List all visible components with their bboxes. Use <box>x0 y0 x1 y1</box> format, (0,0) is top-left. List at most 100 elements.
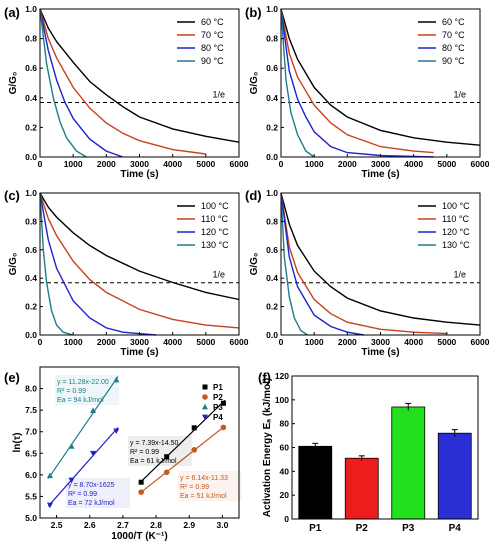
y-tick-label: 8.0 <box>25 384 37 394</box>
y-tick-label: 0.8 <box>266 34 278 44</box>
series-line <box>39 192 240 301</box>
x-tick-label: 2.7 <box>117 520 129 530</box>
series-line <box>280 192 447 335</box>
data-point <box>220 400 226 406</box>
series-line <box>39 8 206 155</box>
y-axis-label: G/G₀ <box>249 253 260 276</box>
legend-entry: 90 °C <box>442 56 465 66</box>
x-axis-label: Time (s) <box>120 169 158 180</box>
fit-r2: R² = 0.99 <box>68 491 97 498</box>
x-tick-label: 6000 <box>230 337 249 347</box>
x-tick-label: 5000 <box>437 159 456 169</box>
data-point <box>138 479 144 485</box>
data-point <box>68 443 75 449</box>
y-tick-label: 0.4 <box>25 93 37 103</box>
data-point <box>46 502 53 509</box>
x-tick-label: 2.9 <box>183 520 195 530</box>
legend-entry: 120 °C <box>201 227 229 237</box>
y-tick-label: 0 <box>284 514 289 524</box>
data-point <box>46 472 53 479</box>
series-line <box>280 8 434 154</box>
x-tick-label: 1000 <box>64 337 83 347</box>
y-tick-label: 0.8 <box>25 34 37 44</box>
fit-r2: R² = 0.99 <box>180 484 209 491</box>
y-tick-label: 0.4 <box>266 93 278 103</box>
x-tick-label: 2.8 <box>150 520 162 530</box>
x-tick-label: 6000 <box>471 159 490 169</box>
x-tick-label: P3 <box>402 523 415 534</box>
fit-line <box>47 376 119 479</box>
x-tick-label: P2 <box>356 523 369 534</box>
fit-equation: y = 6.14x-11.33 <box>180 475 228 482</box>
series-line <box>39 8 124 158</box>
x-tick-label: P1 <box>309 523 322 534</box>
legend-entry: 70 °C <box>201 30 224 40</box>
bar <box>298 445 333 520</box>
data-point <box>90 450 97 457</box>
data-point <box>68 477 75 484</box>
y-tick-label: 0.0 <box>266 152 278 162</box>
data-point <box>220 424 227 431</box>
bar <box>391 406 426 520</box>
y-tick-label: 5.0 <box>25 513 37 523</box>
y-tick-label: 0.2 <box>25 302 37 312</box>
y-tick-label: 1.0 <box>25 188 37 198</box>
data-point <box>164 454 170 460</box>
panel-c: (c) 1/e 0 1000 2000 3000 4000 5000 6000 0.0 0.2 0.4… <box>4 188 249 358</box>
fit-r2: R² = 0.99 <box>57 388 86 395</box>
y-axis-label: G/G₀ <box>8 72 19 95</box>
legend-entry: 100 °C <box>201 201 229 211</box>
x-tick-label: 4000 <box>404 159 423 169</box>
panel-b: (b) 1/e 0 1000 2000 3000 4000 5000 6000 0.0 0.2 0.4… <box>245 4 490 180</box>
y-tick-label: 0.4 <box>25 273 37 283</box>
x-tick-label: 0 <box>38 337 43 347</box>
series-line <box>39 192 74 336</box>
legend-marker <box>202 394 208 400</box>
x-tick-label: 3000 <box>371 159 390 169</box>
legend-marker <box>202 384 208 390</box>
data-point <box>163 469 170 476</box>
y-tick-label: 1.0 <box>25 4 37 14</box>
series-line <box>39 192 157 336</box>
fit-annotation-box <box>66 478 130 508</box>
panel-label: (c) <box>4 188 20 203</box>
fit-line <box>139 399 226 484</box>
fit-equation: y = 8.70x-1625 <box>68 482 115 489</box>
legend-entry: 70 °C <box>442 30 465 40</box>
x-tick-label: 2.6 <box>84 520 96 530</box>
fit-line <box>47 427 119 507</box>
data-point <box>113 428 120 435</box>
series-line <box>280 8 434 158</box>
x-tick-label: 0 <box>38 159 43 169</box>
x-tick-label: 5000 <box>196 159 215 169</box>
fit-annotation-box <box>128 436 192 466</box>
x-tick-label: 2000 <box>97 337 116 347</box>
legend-entry: 110 °C <box>201 214 228 224</box>
series-line <box>280 192 481 326</box>
y-tick-label: 0.6 <box>25 63 37 73</box>
legend-marker <box>202 414 208 421</box>
series-line <box>280 192 308 336</box>
data-point <box>191 447 198 453</box>
series-line <box>280 8 315 158</box>
legend-entry: P3 <box>213 403 223 412</box>
y-tick-label: 80 <box>280 419 290 429</box>
x-tick-label: 6000 <box>230 159 249 169</box>
panel-d: (d) 1/e 0 1000 2000 3000 4000 5000 6000 0.0 0.2 0.4… <box>245 188 490 358</box>
bar <box>344 457 379 520</box>
fit-ea: Ea = 61 kJ/mol <box>130 458 177 465</box>
panel-label: (f) <box>258 370 271 385</box>
y-tick-label: 5.5 <box>25 491 37 501</box>
data-point <box>113 376 120 383</box>
legend-entry: 100 °C <box>442 201 470 211</box>
y-tick-label: 0.6 <box>266 63 278 73</box>
legend-entry: 80 °C <box>442 43 465 53</box>
plot-frame <box>39 366 240 519</box>
legend-entry: 130 °C <box>201 240 229 250</box>
x-tick-label: 5000 <box>196 337 215 347</box>
legend-entry: P4 <box>213 413 223 422</box>
fit-equation: y = 11.28x-22.00 <box>57 379 109 386</box>
fit-annotation-box <box>55 375 119 405</box>
fit-ea: Ea = 94 kJ/mol <box>57 397 104 404</box>
x-tick-label: 2000 <box>338 337 357 347</box>
